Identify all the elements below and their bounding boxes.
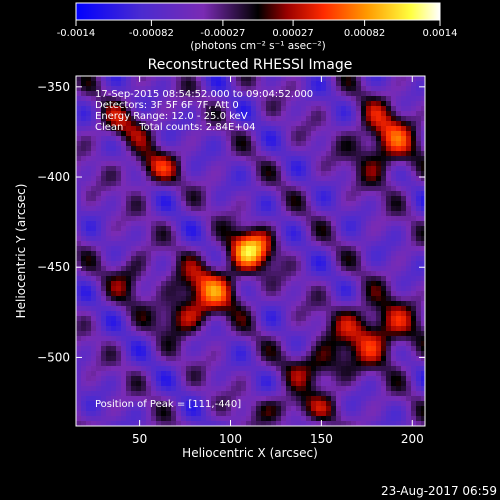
- info-line-time: 17-Sep-2015 08:54:52.000 to 09:04:52.000: [95, 89, 313, 100]
- colorbar-label: (photons cm⁻² s⁻¹ asec⁻²): [190, 40, 325, 52]
- x-tick-label: 200: [401, 432, 424, 446]
- y-tick-label: −450: [37, 260, 70, 274]
- colorbar-tick-label: 0.00027: [272, 28, 313, 39]
- info-block: 17-Sep-2015 08:54:52.000 to 09:04:52.000…: [95, 89, 313, 133]
- info-line-detectors: Detectors: 3F 5F 6F 7F, Att 0: [95, 100, 239, 111]
- colorbar-tick-label: -0.00082: [129, 28, 174, 39]
- peak-position-text: Position of Peak = [111,-440]: [95, 399, 241, 410]
- info-line-energy: Energy Range: 12.0 - 25.0 keV: [95, 111, 248, 122]
- x-tick-label: 100: [219, 432, 242, 446]
- chart-title: Reconstructed RHESSI Image: [148, 57, 353, 73]
- x-tick-label: 150: [310, 432, 333, 446]
- heatmap-image: [76, 76, 425, 426]
- x-tick-label: 50: [132, 432, 147, 446]
- colorbar-tick-label: 0.0014: [423, 28, 458, 39]
- timestamp: 23-Aug-2017 06:59: [381, 484, 497, 498]
- axis-ticks: 50 100 150 200 −350 −400 −450 −500: [37, 76, 425, 446]
- info-line-clean: Clean Total counts: 2.84E+04: [95, 122, 255, 133]
- colorbar-ticks: -0.0014 -0.00082 -0.00027 0.00027 0.00082 0.0…: [57, 20, 458, 39]
- x-axis-label: Heliocentric X (arcsec): [182, 446, 318, 460]
- y-tick-label: −500: [37, 350, 70, 364]
- colorbar-tick-label: 0.00082: [344, 28, 385, 39]
- colorbar-tick-label: -0.0014: [57, 28, 96, 39]
- y-tick-label: −400: [37, 170, 70, 184]
- y-axis-label: Heliocentric Y (arcsec): [14, 184, 28, 319]
- y-tick-label: −350: [37, 80, 70, 94]
- colorbar-tick-label: -0.00027: [200, 28, 245, 39]
- plot-frame: [75, 75, 426, 427]
- colorbar: [75, 2, 441, 21]
